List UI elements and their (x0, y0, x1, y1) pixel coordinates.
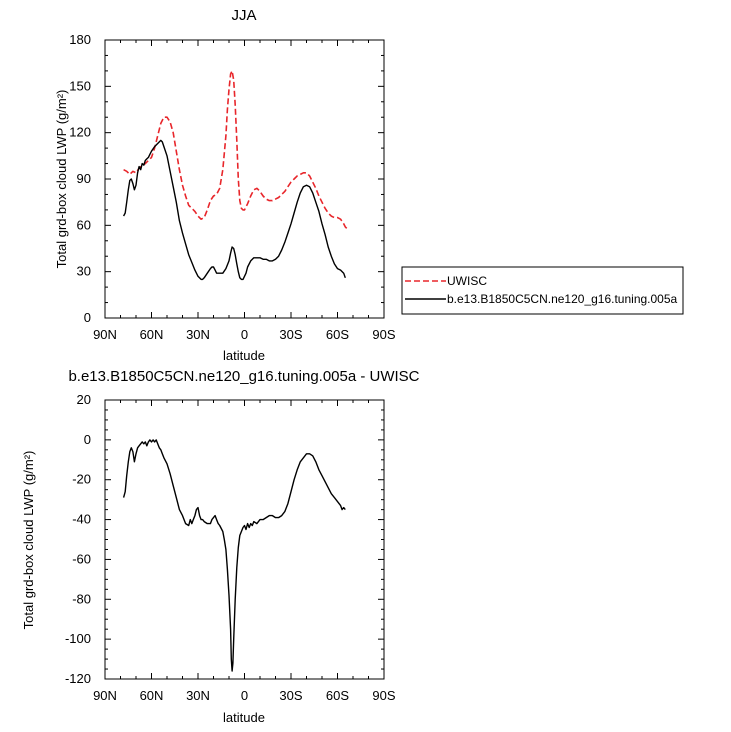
y-tick-label: -20 (72, 472, 91, 487)
x-tick-label: 60N (140, 688, 164, 703)
y-tick-label: -60 (72, 551, 91, 566)
y-tick-label: 20 (77, 392, 91, 407)
series-layer (122, 439, 346, 672)
series-line-0 (123, 70, 348, 229)
series-layer (122, 70, 348, 281)
difference-panel: b.e13.B1850C5CN.ne120_g16.tuning.005a - … (21, 368, 420, 725)
x-tick-label: 30S (279, 688, 302, 703)
y-axis-title: Total grd-box cloud LWP (g/m²) (21, 451, 36, 630)
legend-label-uwisc: UWISC (447, 274, 487, 288)
y-tick-label: 30 (77, 264, 91, 279)
x-tick-label: 0 (241, 327, 248, 342)
x-tick-label: 60S (326, 688, 349, 703)
y-tick-label: -80 (72, 591, 91, 606)
x-tick-label: 0 (241, 688, 248, 703)
y-tick-label: -40 (72, 512, 91, 527)
y-tick-label: 0 (84, 310, 91, 325)
y-tick-label: 60 (77, 217, 91, 232)
x-tick-label: 60S (326, 327, 349, 342)
y-axis-title: Total grd-box cloud LWP (g/m²) (54, 90, 69, 269)
legend-box (401, 266, 684, 315)
legend-label-model: b.e13.B1850C5CN.ne120_g16.tuning.005a (447, 292, 678, 306)
chart-title: JJA (231, 7, 256, 24)
x-tick-label: 60N (140, 327, 164, 342)
x-tick-label: 90N (93, 688, 117, 703)
y-tick-label: 150 (69, 78, 91, 93)
chart-title: b.e13.B1850C5CN.ne120_g16.tuning.005a - … (68, 368, 419, 385)
x-tick-label: 30S (279, 327, 302, 342)
y-tick-label: 120 (69, 125, 91, 140)
legend: UWISC b.e13.B1850C5CN.ne120_g16.tuning.0… (401, 266, 684, 315)
plot-frame (104, 399, 385, 680)
x-tick-label: 90S (372, 327, 395, 342)
series-line-1 (122, 139, 346, 281)
y-tick-label: 0 (84, 432, 91, 447)
x-tick-label: 90S (372, 688, 395, 703)
x-axis-title: latitude (223, 710, 265, 725)
lwp-panel: JJA 90N 60N 30N 0 30S 60S 90S0306090120150180 … (54, 7, 396, 363)
y-tick-label: 90 (77, 171, 91, 186)
y-tick-label: -100 (65, 631, 91, 646)
y-tick-label: 180 (69, 32, 91, 47)
x-tick-label: 30N (186, 327, 210, 342)
y-tick-label: -120 (65, 671, 91, 686)
x-tick-label: 90N (93, 327, 117, 342)
x-axis-title: latitude (223, 348, 265, 363)
x-tick-label: 30N (186, 688, 210, 703)
axis-ticks: 90N 60N 30N 0 30S 60S 90S 0 30 60 90 120 150 180 (69, 32, 396, 342)
axis-ticks: 90N 60N 30N 0 30S 60S 90S -120 -100 -80 -60 -40 -20 0… (65, 392, 396, 703)
series-line-0 (122, 439, 346, 672)
